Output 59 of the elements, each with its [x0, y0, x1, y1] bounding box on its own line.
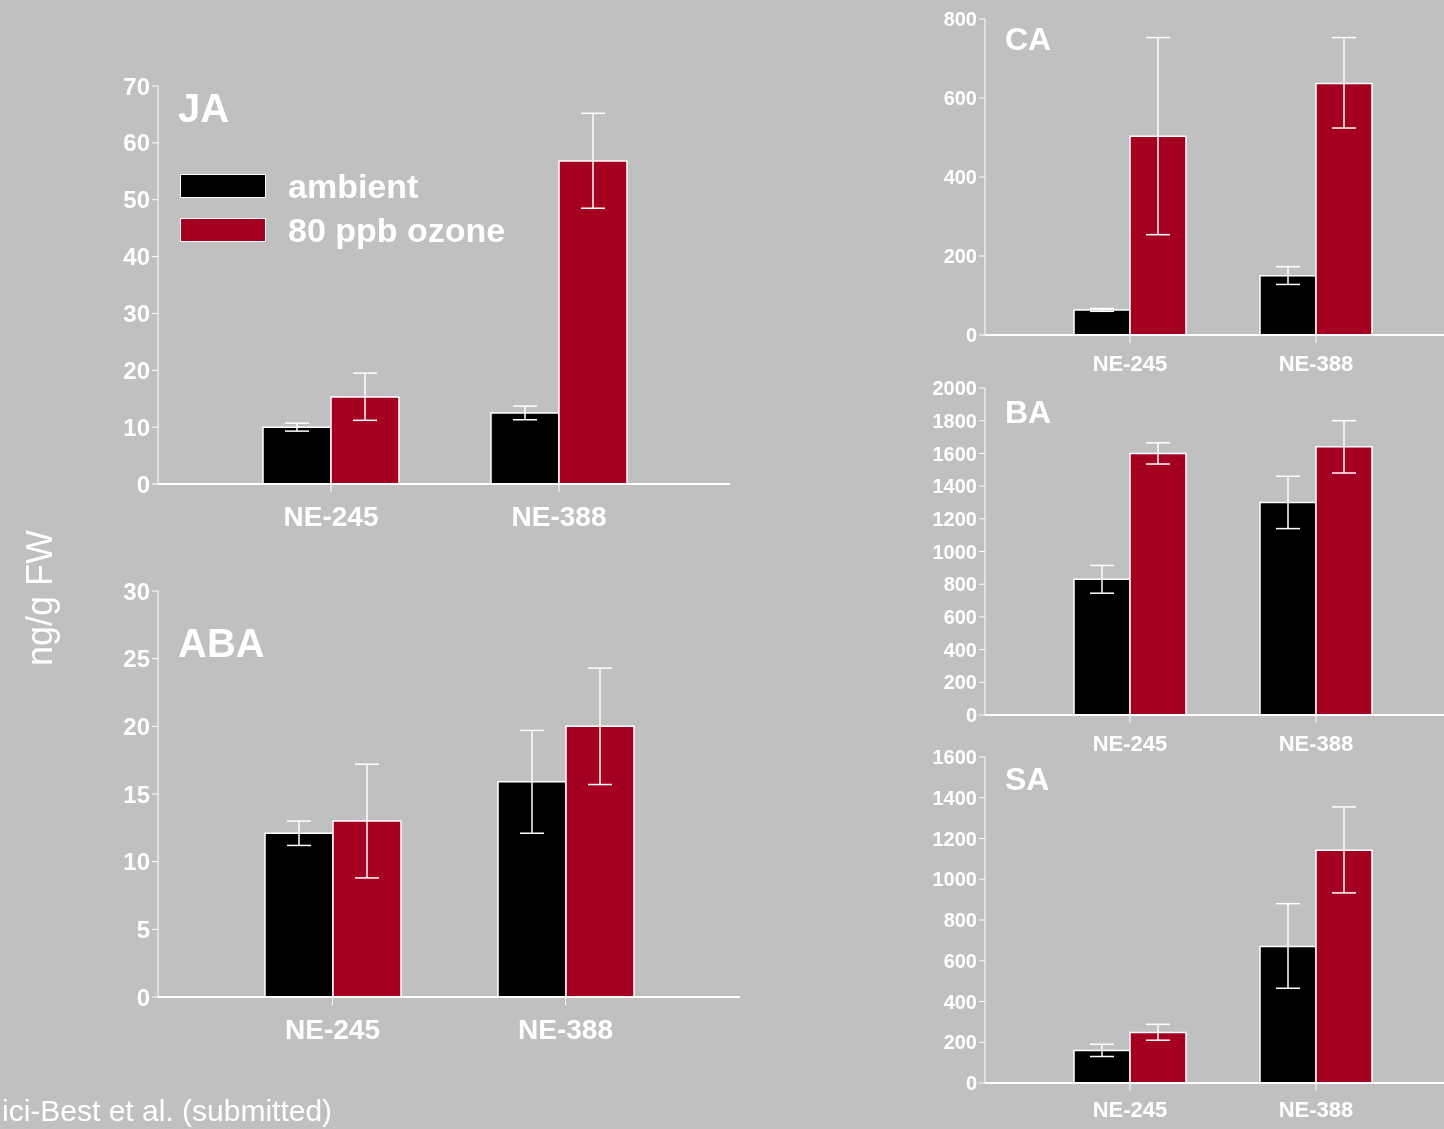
y-tick-label: 200	[943, 1031, 977, 1054]
y-tick-label: 400	[943, 990, 977, 1013]
y-tick-label: 600	[943, 949, 977, 972]
chart-title: CA	[1005, 21, 1052, 57]
y-tick-label: 0	[965, 324, 977, 347]
y-tick-label: 2000	[932, 377, 977, 400]
y-tick-label: 5	[136, 915, 150, 943]
y-tick-label: 1600	[932, 746, 977, 769]
y-tick-label: 30	[123, 299, 150, 327]
y-axis-title: ng/g FW	[19, 529, 61, 667]
y-tick-label: 20	[123, 712, 150, 740]
x-tick-label: NE-388	[511, 500, 607, 532]
chart-title: BA	[1005, 394, 1052, 430]
y-tick-label: 0	[136, 470, 150, 498]
y-tick-label: 0	[965, 704, 977, 727]
y-tick-label: 200	[943, 245, 977, 268]
y-tick-label: 600	[943, 606, 977, 628]
chart-title: JA	[178, 86, 230, 130]
x-tick-label: NE-388	[518, 1013, 613, 1045]
y-tick-label: 1600	[932, 442, 977, 465]
y-tick-label: 60	[123, 129, 150, 157]
y-tick-label: 1000	[932, 868, 977, 891]
y-tick-label: 1400	[932, 475, 977, 498]
x-tick-label: NE-245	[1092, 1096, 1168, 1122]
y-tick-label: 1800	[932, 409, 977, 432]
y-tick-label: 10	[123, 848, 150, 876]
x-tick-label: NE-388	[1278, 350, 1354, 376]
text: ici-Best et al. (submitted)	[2, 1094, 333, 1128]
y-tick-label: 50	[123, 186, 150, 214]
x-tick-label: NE-245	[283, 500, 379, 532]
x-tick-label: NE-245	[1092, 730, 1168, 756]
y-tick-label: 400	[943, 166, 977, 189]
y-tick-label: 1200	[932, 507, 977, 530]
y-tick-label: 70	[123, 72, 150, 100]
y-tick-label: 0	[965, 1072, 977, 1095]
legend-label: 80 ppb ozone	[288, 210, 506, 250]
x-tick-label: NE-388	[1278, 1096, 1354, 1122]
chart-title: SA	[1005, 761, 1050, 797]
y-tick-label: 20	[123, 356, 150, 384]
y-tick-label: 40	[123, 243, 150, 271]
y-tick-label: 800	[943, 909, 977, 932]
y-tick-label: 800	[943, 573, 977, 596]
y-tick-label: 15	[123, 780, 150, 808]
y-tick-label: 400	[943, 638, 977, 661]
x-tick-label: NE-245	[285, 1013, 380, 1045]
y-tick-label: 600	[943, 87, 977, 110]
y-tick-label: 30	[123, 577, 150, 605]
y-tick-label: 25	[123, 645, 150, 673]
x-tick-label: NE-388	[1278, 730, 1354, 756]
y-tick-label: 800	[943, 8, 977, 31]
y-tick-label: 1200	[932, 827, 977, 850]
y-tick-label: 10	[123, 413, 150, 441]
legend-label: ambient	[288, 166, 419, 206]
y-tick-label: 200	[943, 671, 977, 694]
y-tick-label: 1400	[932, 786, 977, 809]
y-tick-label: 0	[136, 983, 150, 1011]
x-tick-label: NE-245	[1092, 350, 1168, 376]
y-tick-label: 1000	[932, 540, 977, 563]
text: ABA	[178, 621, 265, 665]
